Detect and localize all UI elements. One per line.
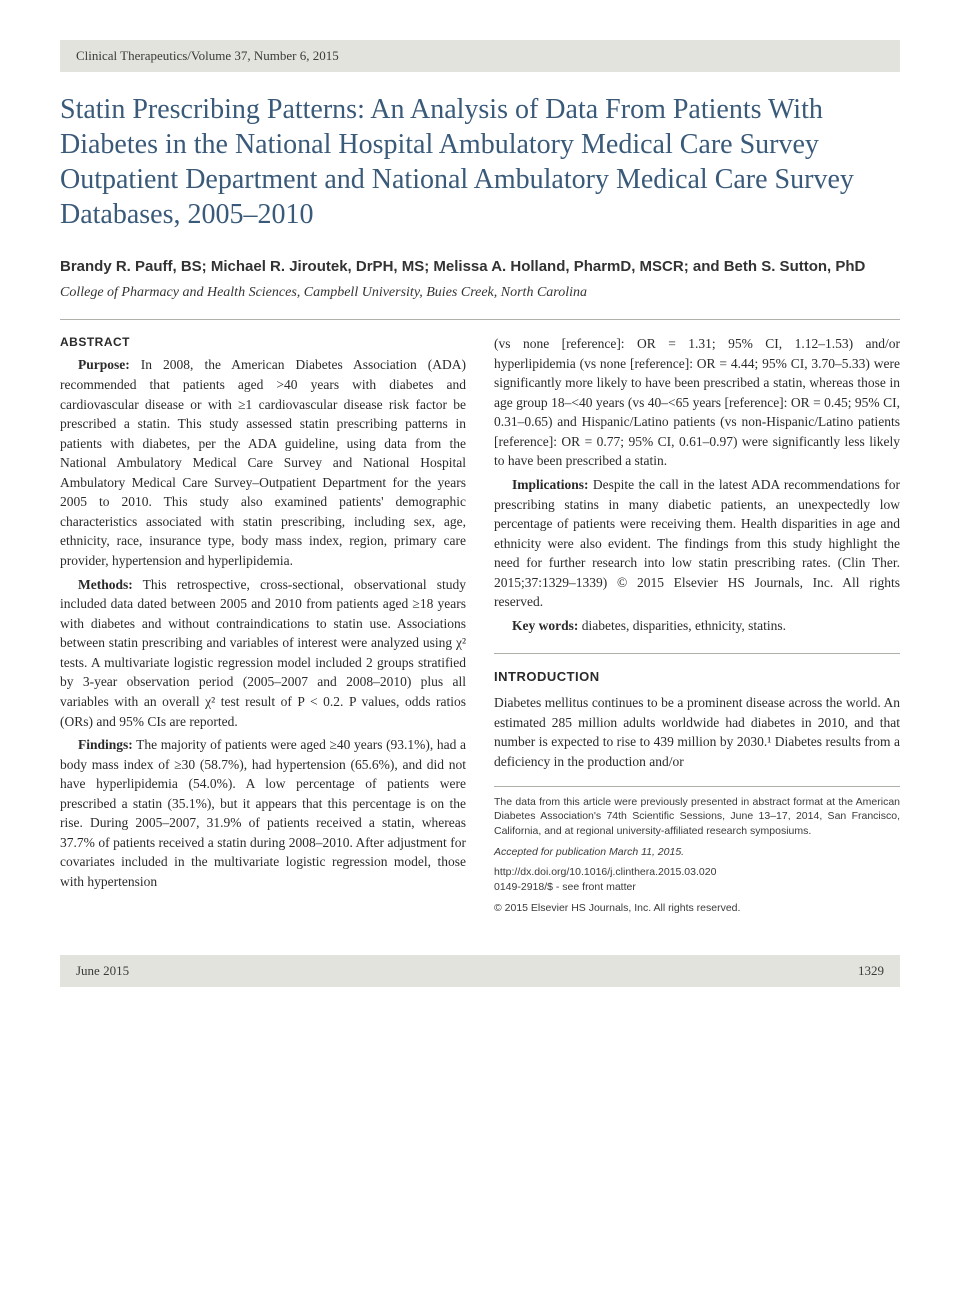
implications-label: Implications: xyxy=(512,477,589,492)
abstract-findings: Findings: The majority of patients were … xyxy=(60,735,466,892)
two-column-layout: ABSTRACT Purpose: In 2008, the American … xyxy=(60,334,900,915)
article-title: Statin Prescribing Patterns: An Analysis… xyxy=(60,92,900,232)
methods-label: Methods: xyxy=(78,577,133,592)
introduction-heading: INTRODUCTION xyxy=(494,653,900,687)
footer-issue-date: June 2015 xyxy=(76,963,129,979)
purpose-label: Purpose: xyxy=(78,357,130,372)
findings-label: Findings: xyxy=(78,737,133,752)
footnote-accepted: Accepted for publication March 11, 2015. xyxy=(494,845,900,860)
footnote-block: The data from this article were previous… xyxy=(494,786,900,916)
footnote-copyright: © 2015 Elsevier HS Journals, Inc. All ri… xyxy=(494,901,900,916)
left-column: ABSTRACT Purpose: In 2008, the American … xyxy=(60,334,466,915)
introduction-text: Diabetes mellitus continues to be a prom… xyxy=(494,693,900,771)
abstract-findings-continued: (vs none [reference]: OR = 1.31; 95% CI,… xyxy=(494,334,900,471)
footnote-doi: http://dx.doi.org/10.1016/j.clinthera.20… xyxy=(494,865,900,880)
keywords-text: diabetes, disparities, ethnicity, statin… xyxy=(578,618,786,633)
methods-text: This retrospective, cross-sectional, obs… xyxy=(60,577,466,729)
title-divider xyxy=(60,319,900,320)
abstract-implications: Implications: Despite the call in the la… xyxy=(494,475,900,612)
right-column: (vs none [reference]: OR = 1.31; 95% CI,… xyxy=(494,334,900,915)
footer-page-number: 1329 xyxy=(858,963,884,979)
abstract-heading: ABSTRACT xyxy=(60,334,466,351)
implications-text: Despite the call in the latest ADA recom… xyxy=(494,477,900,609)
abstract-purpose: Purpose: In 2008, the American Diabetes … xyxy=(60,355,466,570)
journal-header-bar: Clinical Therapeutics/Volume 37, Number … xyxy=(60,40,900,72)
footnote-presented: The data from this article were previous… xyxy=(494,795,900,839)
journal-line: Clinical Therapeutics/Volume 37, Number … xyxy=(76,48,339,63)
findings-text: The majority of patients were aged ≥40 y… xyxy=(60,737,466,889)
page-footer: June 2015 1329 xyxy=(60,955,900,987)
footnote-issn: 0149-2918/$ - see front matter xyxy=(494,880,900,895)
affiliation: College of Pharmacy and Health Sciences,… xyxy=(60,285,900,301)
authors-list: Brandy R. Pauff, BS; Michael R. Jiroutek… xyxy=(60,256,900,277)
purpose-text: In 2008, the American Diabetes Associati… xyxy=(60,357,466,568)
keywords-label: Key words: xyxy=(512,618,578,633)
abstract-methods: Methods: This retrospective, cross-secti… xyxy=(60,575,466,732)
abstract-keywords: Key words: diabetes, disparities, ethnic… xyxy=(494,616,900,636)
